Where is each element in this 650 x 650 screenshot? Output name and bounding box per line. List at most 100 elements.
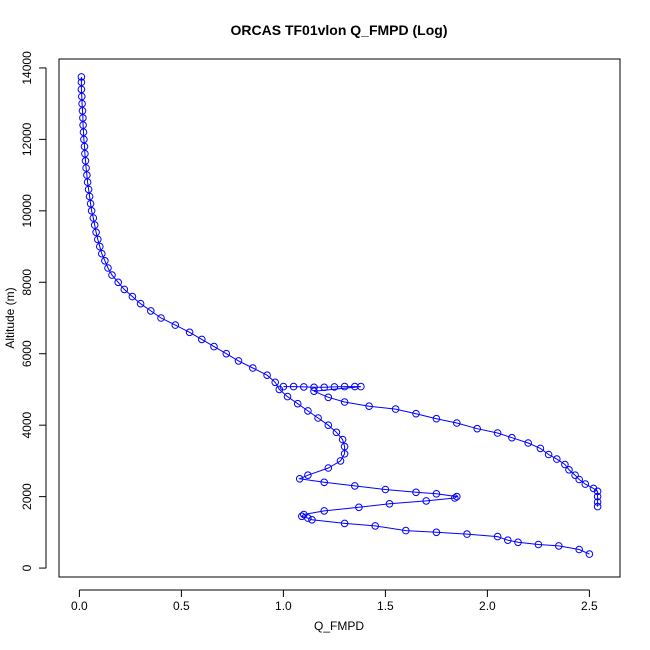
data-point (87, 207, 96, 215)
data-point (365, 402, 373, 411)
data-point (432, 490, 441, 498)
data-point (524, 439, 533, 447)
data-point (85, 192, 94, 201)
y-axis-title: Altitude (m) (3, 287, 17, 348)
data-point (422, 497, 431, 505)
data-point (210, 342, 218, 351)
data-point (81, 157, 90, 165)
data-point (84, 185, 93, 194)
data-point (304, 407, 312, 415)
data-point (136, 299, 145, 308)
x-axis: 0.0 0.5 1.0 1.5 2.0 2.5 (71, 589, 598, 613)
y-tick-label: 14000 (20, 51, 34, 85)
x-tick-label: 2.0 (479, 599, 496, 613)
data-point (412, 488, 420, 497)
data-point (293, 399, 302, 408)
data-series-layer (77, 73, 602, 558)
data-point (571, 471, 579, 480)
data-point (79, 128, 88, 136)
data-point (295, 475, 304, 483)
y-tick-label: 2000 (20, 483, 34, 510)
data-point (432, 414, 441, 423)
data-point (128, 292, 137, 301)
data-point (79, 121, 87, 129)
data-point (340, 398, 349, 406)
data-point (234, 357, 243, 365)
data-point (314, 414, 322, 422)
data-point (338, 435, 347, 444)
data-point (508, 433, 516, 442)
data-point (593, 492, 602, 501)
data-point (283, 392, 292, 401)
data-point (304, 514, 312, 522)
data-point (89, 214, 98, 222)
data-point (78, 99, 86, 108)
data-point (96, 242, 104, 251)
data-point (463, 530, 471, 538)
x-tick-label: 1.0 (275, 599, 292, 613)
data-point (79, 114, 87, 122)
y-tick-label: 0 (20, 564, 34, 571)
plot-frame (58, 58, 621, 578)
data-point (320, 478, 329, 487)
series-line (283, 386, 599, 507)
data-point (575, 475, 584, 484)
data-point (332, 428, 341, 437)
data-point (340, 442, 349, 451)
data-point (324, 393, 333, 402)
data-point (80, 142, 89, 151)
data-point (271, 378, 280, 387)
data-point (77, 85, 86, 94)
data-series (279, 382, 602, 511)
data-point (453, 419, 461, 427)
x-tick-label: 1.5 (377, 599, 394, 613)
data-point (451, 494, 459, 502)
data-point (555, 542, 563, 550)
data-point (544, 450, 553, 459)
data-point (340, 519, 349, 528)
data-point (77, 73, 86, 81)
data-point (104, 264, 112, 272)
data-point (78, 92, 86, 101)
data-point (310, 383, 318, 392)
data-point (300, 383, 308, 391)
data-point (108, 271, 116, 279)
data-point (310, 387, 318, 396)
data-point (371, 522, 380, 530)
data-point (402, 526, 410, 535)
data-point (473, 424, 482, 433)
data-point (493, 532, 502, 541)
x-tick-label: 0.5 (173, 599, 190, 613)
data-point (222, 349, 231, 358)
data-point (336, 457, 345, 465)
data-point (391, 405, 400, 413)
data-point (77, 78, 86, 86)
y-tick-label: 10000 (20, 194, 34, 228)
data-point (90, 221, 99, 229)
data-point (320, 507, 329, 515)
data-point (593, 498, 602, 506)
data-point (249, 364, 257, 372)
data-point (381, 485, 390, 494)
data-point (114, 278, 122, 287)
data-point (83, 178, 92, 186)
data-point (120, 285, 129, 294)
x-axis-title: Q_FMPD (314, 619, 364, 633)
data-point (432, 528, 441, 537)
data-point (263, 371, 271, 380)
data-point (78, 107, 87, 115)
data-point (289, 382, 298, 391)
data-point (565, 466, 573, 474)
data-point (83, 171, 91, 179)
data-point (86, 199, 95, 208)
data-point (185, 328, 194, 337)
data-point (575, 545, 584, 554)
data-point (330, 383, 339, 391)
x-tick-label: 0.0 (71, 599, 88, 613)
data-point (536, 444, 545, 453)
data-point (147, 307, 155, 315)
y-tick-label: 4000 (20, 412, 34, 439)
data-point (355, 503, 363, 512)
